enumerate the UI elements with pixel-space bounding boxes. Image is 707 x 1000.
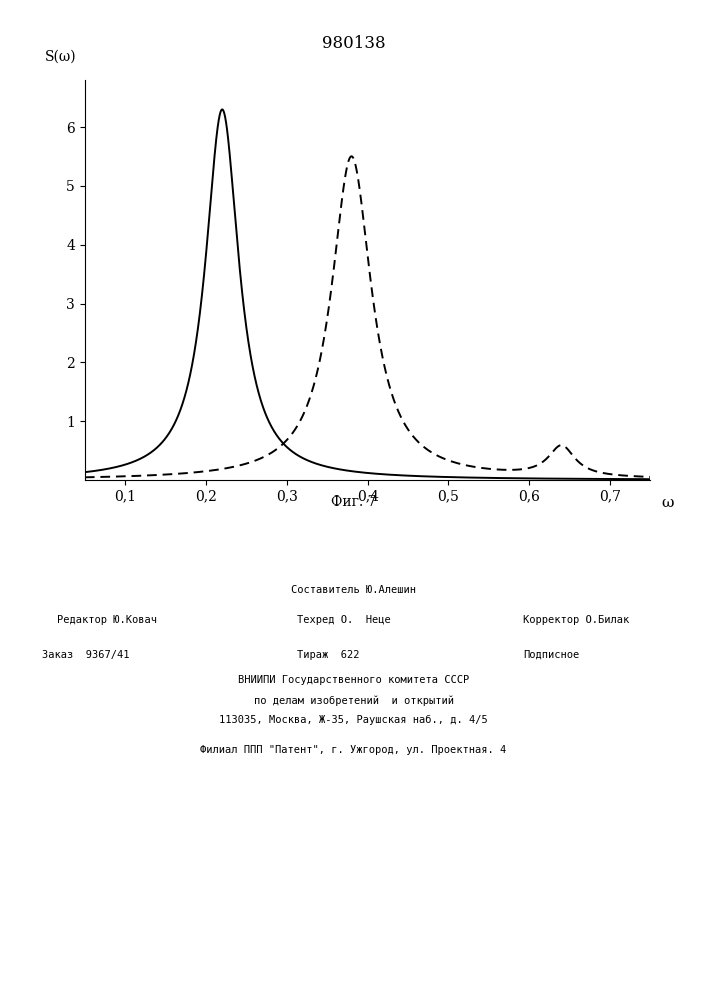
Text: Составитель Ю.Алешин: Составитель Ю.Алешин [291, 585, 416, 595]
Text: ВНИИПИ Государственного комитета СССР: ВНИИПИ Государственного комитета СССР [238, 675, 469, 685]
Text: Заказ  9367/41: Заказ 9367/41 [42, 650, 130, 660]
Text: Техред О.  Неце: Техред О. Неце [297, 615, 391, 625]
Text: Корректор О.Билак: Корректор О.Билак [523, 615, 629, 625]
Text: 980138: 980138 [322, 35, 385, 52]
Text: Фиг. 7: Фиг. 7 [331, 495, 376, 509]
Text: Подписное: Подписное [523, 650, 580, 660]
Text: ω: ω [662, 496, 674, 510]
Text: S(ω): S(ω) [45, 50, 77, 64]
Text: по делам изобретений  и открытий: по делам изобретений и открытий [254, 695, 453, 706]
Text: Редактор Ю.Ковач: Редактор Ю.Ковач [57, 615, 156, 625]
Text: 113035, Москва, Ж-35, Раушская наб., д. 4/5: 113035, Москва, Ж-35, Раушская наб., д. … [219, 715, 488, 725]
Text: Филиал ППП "Патент", г. Ужгород, ул. Проектная. 4: Филиал ППП "Патент", г. Ужгород, ул. Про… [200, 745, 507, 755]
Text: Тираж  622: Тираж 622 [297, 650, 359, 660]
